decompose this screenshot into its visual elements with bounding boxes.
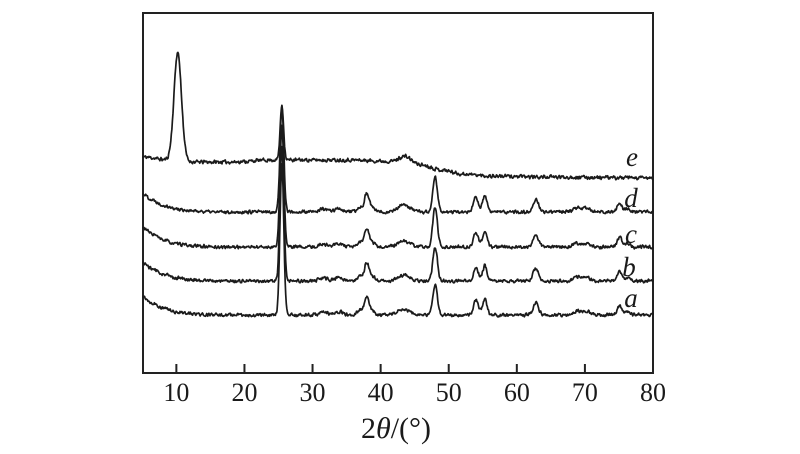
- curve-label-d: d: [624, 183, 638, 213]
- x-tick-label-70: 70: [572, 378, 598, 407]
- x-tick-label-10: 10: [163, 378, 189, 407]
- x-axis-title: 2θ/(°): [361, 412, 431, 445]
- curve-label-b: b: [622, 252, 636, 282]
- curve-e: [142, 51, 654, 181]
- curve-c: [142, 124, 654, 250]
- curve-a: [142, 162, 654, 318]
- x-tick-label-40: 40: [368, 378, 394, 407]
- x-tick-label-60: 60: [504, 378, 530, 407]
- x-tick-label-80: 80: [640, 378, 666, 407]
- x-tick-label-50: 50: [436, 378, 462, 407]
- curve-d: [142, 105, 654, 215]
- x-tick-label-30: 30: [300, 378, 326, 407]
- plot-border: [142, 12, 654, 374]
- curve-label-a: a: [624, 283, 638, 313]
- curve-label-c: c: [625, 219, 637, 249]
- curve-b: [142, 145, 654, 284]
- x-tick-label-20: 20: [231, 378, 257, 407]
- curve-label-e: e: [626, 142, 638, 172]
